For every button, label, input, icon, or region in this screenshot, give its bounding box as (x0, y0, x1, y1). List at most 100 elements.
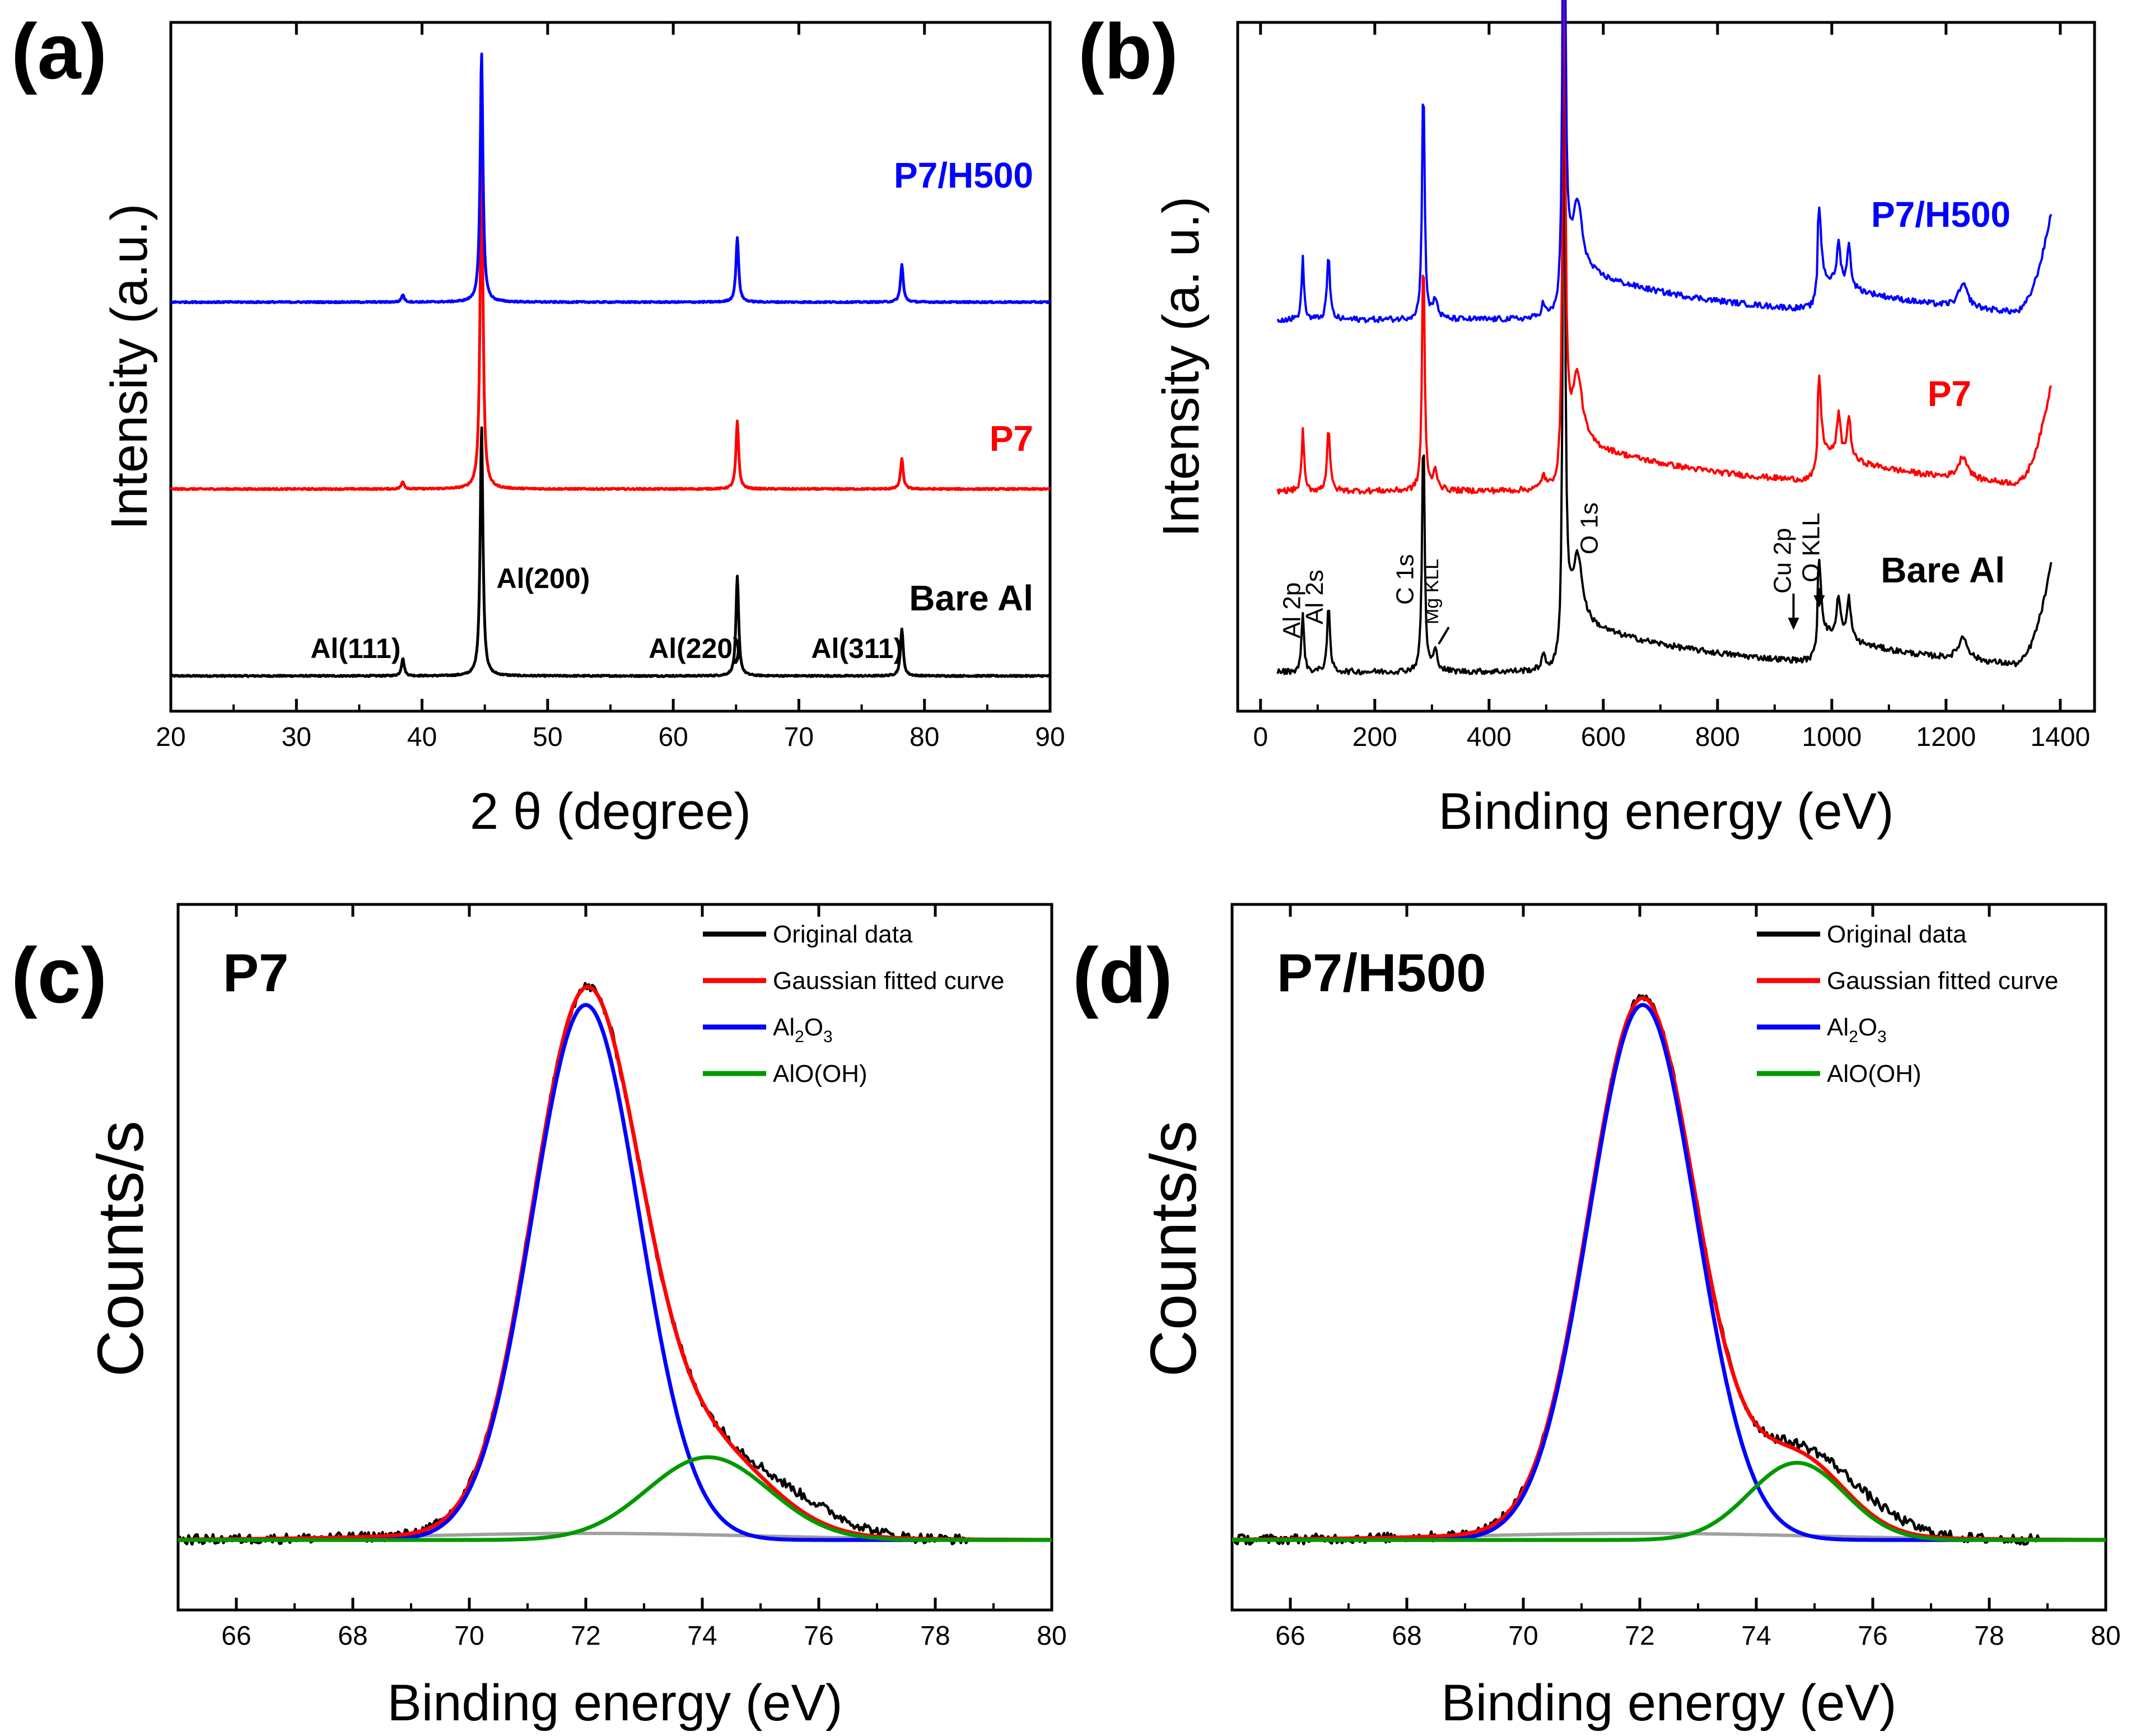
panel-b-curves (1276, 0, 2053, 676)
x-tick-label: 80 (910, 722, 939, 752)
x-tick-label: 68 (338, 1621, 367, 1651)
panel-a-xlabel: 2 θ (degree) (470, 783, 751, 840)
x-tick-label: 76 (804, 1621, 833, 1651)
panel-c-xticks: 66 68 70 72 74 76 78 80 (221, 904, 1067, 1651)
x-tick-label: 66 (1275, 1621, 1305, 1651)
panel-c-label: (c) (11, 931, 107, 1019)
panel-c-xlabel: Binding energy (eV) (387, 1674, 842, 1732)
xrd-curve-bare-al (170, 426, 1051, 678)
panel-d-al2p-p7-h500: (d) P7/H500 66 68 70 72 74 76 78 80 Original da… (1072, 903, 2121, 1732)
x-tick-label: 1000 (1802, 722, 1862, 752)
x-tick-label: 50 (533, 722, 562, 752)
x-tick-label: 66 (221, 1621, 251, 1651)
legend-fitted: Gaussian fitted curve (773, 967, 1004, 995)
panel-a-peak-labels: Al(111) Al(200) Al(220) Al(311) (310, 563, 903, 664)
xlabel-unit: (degree) (556, 783, 751, 840)
legend-original: Original data (1827, 921, 1967, 948)
panel-d-label: (d) (1072, 931, 1173, 1019)
legend-al2o3-sub1: 2 (795, 1028, 804, 1046)
x-tick-label: 74 (687, 1621, 717, 1651)
panel-c-al2p-p7: (c) P7 66 68 70 72 74 76 78 80 Original data Ga… (11, 903, 1067, 1732)
peak-annotation-al-2s: Al 2s (1301, 570, 1328, 624)
legend-original: Original data (773, 921, 913, 948)
panel-c-curves (176, 982, 1052, 1546)
legend-al2o3-o: O (804, 1014, 823, 1041)
legend-al2o3-o: O (1858, 1014, 1877, 1041)
x-tick-label: 60 (658, 722, 688, 752)
panel-d-legend: Original data Gaussian fitted curve Al2O… (1757, 921, 2058, 1088)
panel-a-xrd: (a) 20 30 40 50 60 70 80 90 Al(111) Al(200) Al(22… (11, 7, 1065, 840)
peak-annotation-mg-kll: Mg KLL (1421, 559, 1443, 624)
legend-al2o3-sub2: 3 (823, 1028, 833, 1046)
peak-label-al220: Al(220) (649, 633, 742, 664)
xlabel-theta-symbol: θ (513, 783, 542, 840)
al2o3-component-curve (178, 1003, 1052, 1542)
legend-al2o3: Al2O3 (773, 1014, 833, 1046)
x-tick-label: 70 (454, 1621, 484, 1651)
legend-aloh: AlO(OH) (1827, 1060, 1922, 1088)
panel-b-label: (b) (1078, 7, 1178, 95)
x-tick-label: 30 (282, 722, 311, 752)
x-tick-label: 0 (1253, 722, 1268, 752)
x-tick-label: 78 (1974, 1621, 2004, 1651)
legend-al2o3-sub2: 3 (1877, 1028, 1887, 1046)
x-tick-label: 40 (407, 722, 437, 752)
aloh-component-curve (178, 1455, 1052, 1542)
peak-annotation-o-kll: O KLL (1797, 512, 1825, 582)
panel-a-label: (a) (11, 7, 107, 95)
xps-survey-bare-al (1276, 38, 2053, 676)
series-label-p7-h500: P7/H500 (1871, 194, 2011, 235)
legend-aloh: AlO(OH) (773, 1060, 868, 1088)
xps-survey-p7-h500 (1276, 0, 2053, 324)
peak-label-al200: Al(200) (497, 563, 590, 594)
series-label-p7: P7 (990, 418, 1033, 459)
panel-d-frame (1230, 903, 2107, 1612)
peak-annotation-al-2p: Al 2p (1278, 582, 1305, 638)
peak-label-al311: Al(311) (811, 633, 903, 664)
x-tick-label: 200 (1353, 722, 1397, 752)
x-tick-label: 20 (156, 722, 185, 752)
panel-c-frame (176, 903, 1053, 1612)
panel-c-legend: Original data Gaussian fitted curve Al2O… (703, 921, 1004, 1088)
panel-a-curves (170, 52, 1051, 678)
x-tick-label: 72 (1625, 1621, 1654, 1651)
x-tick-label: 800 (1695, 722, 1740, 752)
x-tick-label: 70 (1508, 1621, 1538, 1651)
x-tick-label: 70 (784, 722, 814, 752)
panel-d-title: P7/H500 (1277, 943, 1486, 1003)
xps-survey-p7 (1276, 0, 2053, 495)
panel-b-ylabel: Intensity (a. u.) (1153, 197, 1210, 537)
xlabel-prefix: 2 (470, 783, 498, 840)
legend-al2o3-sub1: 2 (1849, 1028, 1858, 1046)
panel-b-xticks: 0 200 400 600 800 1000 1200 1400 (1253, 22, 2090, 752)
x-tick-label: 72 (571, 1621, 600, 1651)
panel-d-xticks: 66 68 70 72 74 76 78 80 (1275, 904, 2121, 1651)
legend-fitted: Gaussian fitted curve (1827, 967, 2058, 995)
xrd-curve-p7-h500 (170, 52, 1051, 305)
x-tick-label: 90 (1035, 722, 1065, 752)
annotation-arrow-head (1788, 618, 1799, 630)
peak-annotation-o-1s: O 1s (1575, 502, 1603, 554)
series-label-p7: P7 (1928, 374, 1971, 414)
x-tick-label: 1200 (1916, 722, 1976, 752)
x-tick-label: 80 (2091, 1621, 2120, 1651)
legend-al2o3-al: Al (1827, 1014, 1849, 1041)
panel-b-xlabel: Binding energy (eV) (1438, 783, 1894, 840)
annotation-arrow-mg-kll (1438, 626, 1450, 645)
al2o3-component-curve (1232, 1003, 2106, 1542)
gaussian-fitted-curve (1232, 996, 2106, 1542)
panel-c-ylabel: Counts/s (84, 1121, 157, 1377)
legend-al2o3-al: Al (773, 1014, 795, 1041)
panel-a-ylabel: Intensity (a.u.) (101, 204, 158, 530)
peak-annotation-cu-2p: Cu 2p (1769, 528, 1796, 594)
legend-al2o3: Al2O3 (1827, 1014, 1887, 1046)
aloh-component-curve (1232, 1460, 2106, 1542)
panel-c-title: P7 (223, 943, 288, 1003)
x-tick-label: 600 (1581, 722, 1626, 752)
panel-b-frame (1236, 21, 2096, 713)
x-tick-label: 68 (1392, 1621, 1421, 1651)
annotation-arrow-head (1813, 595, 1825, 608)
